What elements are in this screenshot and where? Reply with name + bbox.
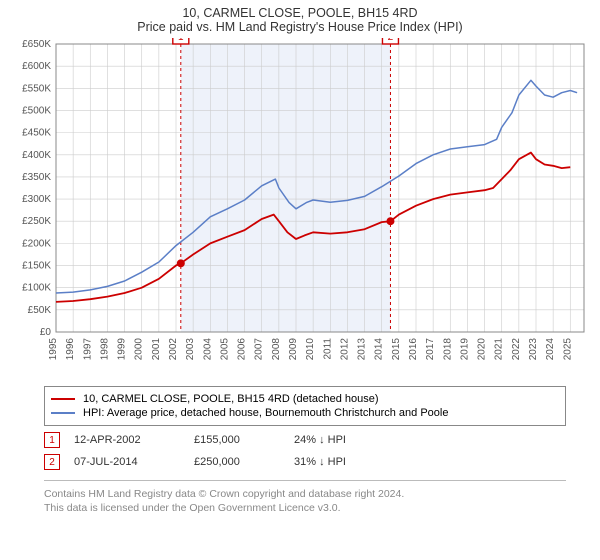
- svg-text:2017: 2017: [425, 338, 436, 361]
- svg-text:2023: 2023: [528, 338, 539, 361]
- svg-text:2005: 2005: [219, 338, 230, 361]
- svg-text:1998: 1998: [99, 338, 110, 361]
- sale-1-price: £155,000: [194, 434, 294, 446]
- svg-text:2020: 2020: [477, 338, 488, 361]
- svg-text:£250K: £250K: [22, 216, 51, 227]
- svg-text:2012: 2012: [339, 338, 350, 361]
- svg-text:2013: 2013: [357, 338, 368, 361]
- svg-text:2011: 2011: [322, 338, 333, 360]
- svg-text:1: 1: [178, 38, 184, 43]
- svg-text:£300K: £300K: [22, 194, 51, 205]
- footer-line1: Contains HM Land Registry data © Crown c…: [44, 487, 566, 501]
- svg-text:2019: 2019: [459, 338, 470, 361]
- sale-1-date: 12-APR-2002: [74, 434, 194, 446]
- sale-marker-2-icon: 2: [44, 454, 60, 470]
- sale-row-2: 2 07-JUL-2014 £250,000 31% ↓ HPI: [44, 454, 600, 470]
- svg-text:2: 2: [388, 38, 394, 43]
- sale-marker-2-num: 2: [49, 457, 55, 468]
- legend-swatch-property: [51, 398, 75, 400]
- svg-text:2025: 2025: [562, 338, 573, 361]
- sale-2-price: £250,000: [194, 456, 294, 468]
- legend-swatch-hpi: [51, 412, 75, 414]
- svg-text:2021: 2021: [494, 338, 505, 361]
- svg-text:1999: 1999: [117, 338, 128, 361]
- title-line1: 10, CARMEL CLOSE, POOLE, BH15 4RD: [10, 6, 590, 20]
- sale-1-diff: 24% ↓ HPI: [294, 434, 414, 446]
- svg-text:£500K: £500K: [22, 105, 51, 116]
- svg-text:1995: 1995: [48, 338, 59, 361]
- svg-text:2022: 2022: [511, 338, 522, 361]
- legend-row-hpi: HPI: Average price, detached house, Bour…: [51, 407, 559, 419]
- svg-text:2000: 2000: [134, 338, 145, 361]
- svg-text:1996: 1996: [65, 338, 76, 361]
- svg-text:£650K: £650K: [22, 39, 51, 50]
- svg-text:2014: 2014: [374, 338, 385, 361]
- svg-text:£0: £0: [40, 327, 52, 338]
- svg-text:2002: 2002: [168, 338, 179, 361]
- svg-text:2007: 2007: [254, 338, 265, 361]
- footer-line2: This data is licensed under the Open Gov…: [44, 501, 566, 515]
- svg-text:2008: 2008: [271, 338, 282, 361]
- svg-text:£100K: £100K: [22, 283, 51, 294]
- page: 10, CARMEL CLOSE, POOLE, BH15 4RD Price …: [0, 0, 600, 515]
- chart: 1 2 £0 £50K £100K £150K £200K £250K £300K £350K £4…: [10, 38, 590, 378]
- sale-2-date: 07-JUL-2014: [74, 456, 194, 468]
- svg-text:£350K: £350K: [22, 172, 51, 183]
- legend-row-property: 10, CARMEL CLOSE, POOLE, BH15 4RD (detac…: [51, 393, 559, 405]
- sale-marker-1-num: 1: [49, 435, 55, 446]
- svg-text:2004: 2004: [202, 338, 213, 361]
- svg-text:2010: 2010: [305, 338, 316, 361]
- chart-svg: 1 2 £0 £50K £100K £150K £200K £250K £300K £350K £4…: [10, 38, 590, 378]
- legend: 10, CARMEL CLOSE, POOLE, BH15 4RD (detac…: [44, 386, 566, 426]
- svg-text:2009: 2009: [288, 338, 299, 361]
- svg-text:2015: 2015: [391, 338, 402, 361]
- svg-text:2024: 2024: [545, 338, 556, 361]
- sale-marker-1-icon: 1: [44, 432, 60, 448]
- sale-2-diff: 31% ↓ HPI: [294, 456, 414, 468]
- title-block: 10, CARMEL CLOSE, POOLE, BH15 4RD Price …: [0, 0, 600, 38]
- svg-text:2006: 2006: [237, 338, 248, 361]
- legend-label-property: 10, CARMEL CLOSE, POOLE, BH15 4RD (detac…: [83, 393, 379, 405]
- title-line2: Price paid vs. HM Land Registry's House …: [10, 20, 590, 34]
- svg-text:£450K: £450K: [22, 128, 51, 139]
- sale-row-1: 1 12-APR-2002 £155,000 24% ↓ HPI: [44, 432, 600, 448]
- svg-text:2018: 2018: [442, 338, 453, 361]
- svg-text:£550K: £550K: [22, 83, 51, 94]
- svg-text:1997: 1997: [82, 338, 93, 361]
- svg-text:2001: 2001: [151, 338, 162, 361]
- svg-text:2016: 2016: [408, 338, 419, 361]
- footer: Contains HM Land Registry data © Crown c…: [44, 480, 566, 515]
- svg-text:£600K: £600K: [22, 61, 51, 72]
- legend-label-hpi: HPI: Average price, detached house, Bour…: [83, 407, 448, 419]
- svg-text:2003: 2003: [185, 338, 196, 361]
- svg-text:£50K: £50K: [28, 305, 52, 316]
- svg-text:£200K: £200K: [22, 238, 51, 249]
- svg-text:£150K: £150K: [22, 261, 51, 272]
- svg-text:£400K: £400K: [22, 150, 51, 161]
